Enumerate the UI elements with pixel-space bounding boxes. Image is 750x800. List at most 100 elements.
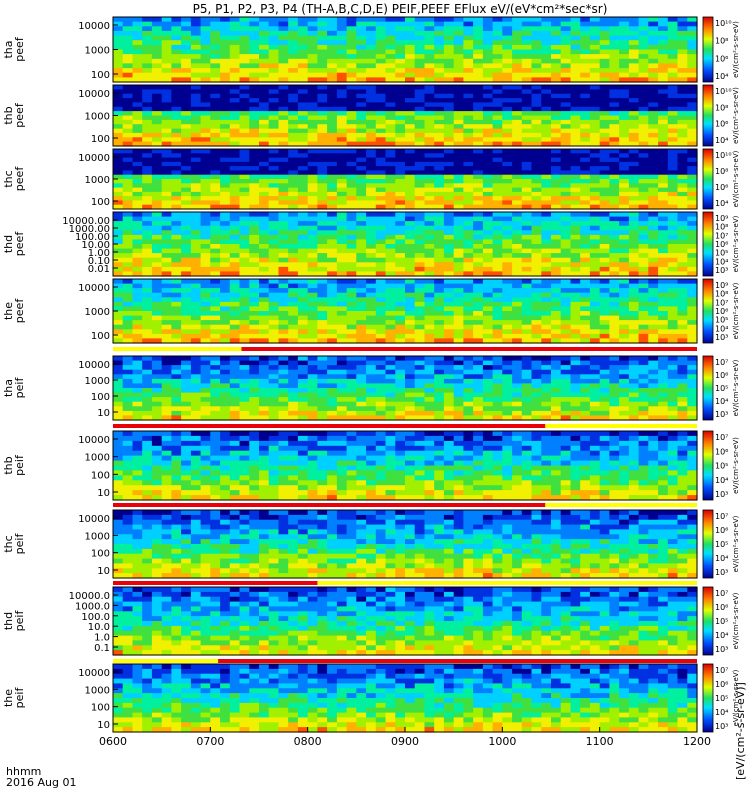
flag-bar-red — [241, 347, 698, 351]
x-tick-label: 0900 — [391, 735, 419, 748]
colorbar-tick-label: 10⁹ — [715, 281, 728, 290]
heatmap-thd-peif — [113, 587, 698, 656]
flag-bar-red — [113, 424, 546, 428]
x-tick-label: 0600 — [99, 735, 127, 748]
flag-bar-red — [113, 581, 318, 585]
colorbar-label: eV/(cm²-s-sr-eV) — [732, 669, 740, 726]
colorbar-tick-label: 10⁷ — [715, 589, 728, 598]
colorbar-thc-peif — [702, 509, 714, 579]
colorbar-label: eV/(cm²-s-sr-eV) — [732, 515, 740, 572]
colorbar-tick-label: 10⁷ — [715, 358, 728, 367]
y-tick-label: 10 — [97, 720, 110, 731]
y-tick-label: 100 — [91, 549, 110, 560]
colorbar-tick-label: 10⁵ — [715, 694, 728, 703]
colorbar-tick-label: 10³ — [715, 568, 728, 577]
colorbar-tha-peef — [702, 16, 714, 83]
x-tick-label: 1200 — [683, 735, 711, 748]
y-tick-label: 10000 — [78, 668, 110, 679]
colorbar-label: eV/(cm²-s-sr-eV) — [732, 150, 740, 207]
x-tick-label: 0800 — [294, 735, 322, 748]
panel-label: thc — [2, 535, 15, 552]
y-tick-label: 10000 — [78, 89, 110, 100]
y-tick-label: 1000 — [85, 531, 110, 542]
colorbar-tick-label: 10³ — [715, 490, 728, 499]
y-tick-label: 10000 — [78, 21, 110, 32]
heatmap-tha-peef — [113, 17, 698, 83]
panel-frame — [112, 586, 698, 656]
y-tick-label: 0.1 — [94, 643, 110, 654]
panel-label: thd — [2, 612, 15, 630]
y-tick-label: 10000 — [78, 514, 110, 525]
panel-label: tha — [2, 379, 15, 397]
colorbar-tick-label: 10⁶ — [715, 680, 728, 689]
flag-bar-yellow — [113, 581, 697, 585]
colorbar-tick-label: 10³ — [715, 722, 728, 731]
colorbar-tick-label: 10⁴ — [715, 324, 728, 333]
colorbar-the-peif — [702, 663, 714, 733]
colorbar-tick-label: 10⁵ — [715, 540, 728, 549]
y-tick-label: 10000 — [78, 283, 110, 294]
y-tick-label: 10000.0 — [69, 591, 110, 602]
y-tick-label: 100.0 — [81, 612, 110, 623]
colorbar-tick-label: 10⁶ — [715, 54, 728, 63]
panel-label: peef — [13, 36, 26, 62]
y-tick-label: 0.10 — [88, 256, 110, 267]
colorbar-tick-label: 10⁶ — [715, 447, 728, 456]
y-tick-label: 100 — [91, 331, 110, 342]
panel-frame — [112, 355, 698, 421]
colorbar-tick-label: 10⁶ — [715, 526, 728, 535]
colorbar-tick-label: 10¹⁰ — [715, 87, 732, 96]
y-tick-label: 100 — [91, 470, 110, 481]
y-tick-label: 1000 — [85, 175, 110, 186]
y-tick-label: 1.0 — [94, 633, 110, 644]
colorbar-tick-label: 10³ — [715, 266, 728, 275]
heatmap-thc-peif — [113, 510, 698, 579]
colorbar-tick-label: 10⁵ — [715, 462, 728, 471]
colorbar-tick-label: 10⁶ — [715, 307, 728, 316]
panel-label: peif — [13, 454, 26, 476]
y-tick-label: 10 — [97, 488, 110, 499]
y-tick-label: 10000 — [78, 360, 110, 371]
y-tick-label: 1000 — [85, 46, 110, 57]
colorbar-tick-label: 10⁷ — [715, 231, 728, 240]
colorbar-tick-label: 10³ — [715, 410, 728, 419]
colorbar-thc-peef — [702, 148, 714, 210]
colorbar-thb-peif — [702, 430, 714, 501]
panel-label: peef — [13, 102, 26, 128]
colorbar-tick-label: 10⁵ — [715, 384, 728, 393]
colorbar-tick-label: 10⁶ — [715, 240, 728, 249]
x-axis: 0600 0700 0800 0900 1000 1100 1200 — [99, 727, 711, 748]
colorbar-tick-label: 10⁴ — [715, 708, 728, 717]
colorbar-tick-label: 10⁷ — [715, 666, 728, 675]
x-tick-label: 1000 — [488, 735, 516, 748]
colorbar-tick-label: 10⁵ — [715, 316, 728, 325]
colorbar-tick-label: 10⁴ — [715, 554, 728, 563]
colorbar-tick-label: 10⁶ — [715, 120, 728, 129]
panel-label: peif — [13, 610, 26, 632]
colorbar-thd-peef — [702, 211, 714, 277]
heatmap-thb-peef — [113, 85, 698, 147]
panel-label: peif — [13, 687, 26, 709]
colorbar-tick-label: 10⁸ — [715, 290, 728, 299]
flag-bar-red — [113, 503, 546, 507]
colorbar-tick-label: 10⁸ — [715, 223, 728, 232]
y-tick-label: 100 — [91, 703, 110, 714]
colorbar-label: eV/(cm²-s-sr-eV) — [732, 21, 740, 78]
colorbar-tick-label: 10⁴ — [715, 476, 728, 485]
colorbar-tick-label: 10⁴ — [715, 397, 728, 406]
y-tick-label: 1000 — [85, 307, 110, 318]
colorbar-tick-label: 10⁶ — [715, 183, 728, 192]
y-tick-label: 1000 — [85, 685, 110, 696]
colorbar-label: eV/(cm²-s-sr-eV) — [732, 437, 740, 494]
colorbar-label: eV/(cm²-s-sr-eV) — [732, 282, 740, 339]
panel-label: peef — [13, 166, 26, 192]
y-tick-label: 100.00 — [75, 232, 110, 243]
colorbar-tick-label: 10⁴ — [715, 72, 728, 81]
panel-label: peif — [13, 533, 26, 555]
